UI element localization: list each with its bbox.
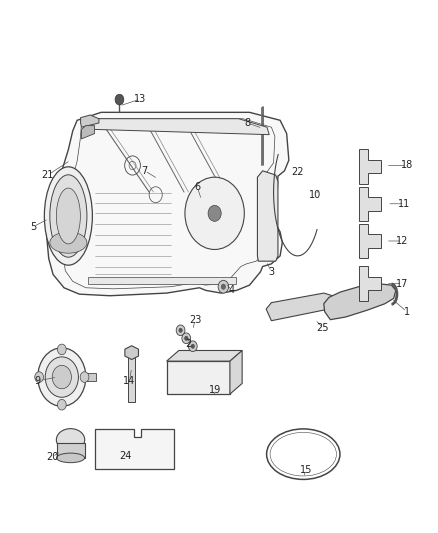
- Ellipse shape: [50, 232, 87, 253]
- Text: 21: 21: [42, 170, 54, 180]
- Circle shape: [52, 366, 71, 389]
- Circle shape: [208, 205, 221, 221]
- Text: 20: 20: [46, 452, 58, 462]
- Text: 19: 19: [208, 385, 221, 395]
- Bar: [83, 373, 96, 381]
- Polygon shape: [88, 119, 269, 135]
- Circle shape: [218, 280, 229, 293]
- Text: 5: 5: [30, 222, 36, 232]
- Circle shape: [38, 348, 86, 406]
- Circle shape: [57, 399, 66, 410]
- Bar: [128, 353, 135, 402]
- Text: 25: 25: [317, 322, 329, 333]
- Bar: [57, 443, 85, 458]
- Polygon shape: [266, 293, 332, 321]
- Text: 4: 4: [229, 286, 235, 295]
- Polygon shape: [88, 277, 237, 284]
- Bar: [166, 361, 230, 394]
- Circle shape: [221, 284, 226, 289]
- Circle shape: [191, 344, 194, 349]
- Polygon shape: [230, 351, 242, 394]
- Polygon shape: [258, 171, 278, 261]
- Polygon shape: [359, 187, 381, 221]
- Polygon shape: [359, 149, 381, 184]
- Text: 24: 24: [119, 451, 131, 461]
- Polygon shape: [81, 126, 95, 139]
- Text: 7: 7: [141, 166, 148, 176]
- Polygon shape: [359, 224, 381, 258]
- Text: 2: 2: [185, 338, 191, 349]
- Text: 12: 12: [396, 236, 409, 246]
- Ellipse shape: [50, 175, 87, 257]
- Text: 13: 13: [134, 94, 147, 104]
- Circle shape: [176, 325, 185, 336]
- Circle shape: [188, 341, 197, 352]
- Text: 15: 15: [300, 465, 312, 474]
- Text: 18: 18: [401, 160, 413, 171]
- Text: 17: 17: [396, 279, 409, 288]
- Polygon shape: [359, 266, 381, 301]
- Circle shape: [57, 344, 66, 355]
- Ellipse shape: [57, 429, 85, 451]
- Ellipse shape: [57, 453, 85, 463]
- Circle shape: [185, 177, 244, 249]
- Circle shape: [35, 372, 43, 382]
- Circle shape: [184, 336, 188, 341]
- Text: 3: 3: [268, 267, 275, 277]
- Circle shape: [179, 328, 182, 333]
- Polygon shape: [166, 351, 242, 361]
- Polygon shape: [95, 429, 174, 469]
- Polygon shape: [125, 346, 138, 360]
- Circle shape: [45, 357, 78, 397]
- Text: 8: 8: [244, 118, 251, 128]
- Text: 23: 23: [189, 314, 201, 325]
- Text: 10: 10: [309, 190, 321, 200]
- Circle shape: [182, 333, 191, 344]
- Text: 22: 22: [291, 167, 304, 177]
- Polygon shape: [324, 284, 396, 320]
- Text: 14: 14: [124, 376, 136, 386]
- Circle shape: [115, 94, 124, 105]
- Text: 9: 9: [35, 376, 41, 386]
- Ellipse shape: [44, 167, 92, 265]
- Polygon shape: [46, 112, 289, 296]
- Ellipse shape: [57, 188, 81, 244]
- Text: 11: 11: [399, 199, 411, 209]
- Text: 6: 6: [194, 182, 200, 192]
- Circle shape: [80, 372, 89, 382]
- Text: 1: 1: [404, 306, 410, 317]
- Polygon shape: [81, 115, 99, 127]
